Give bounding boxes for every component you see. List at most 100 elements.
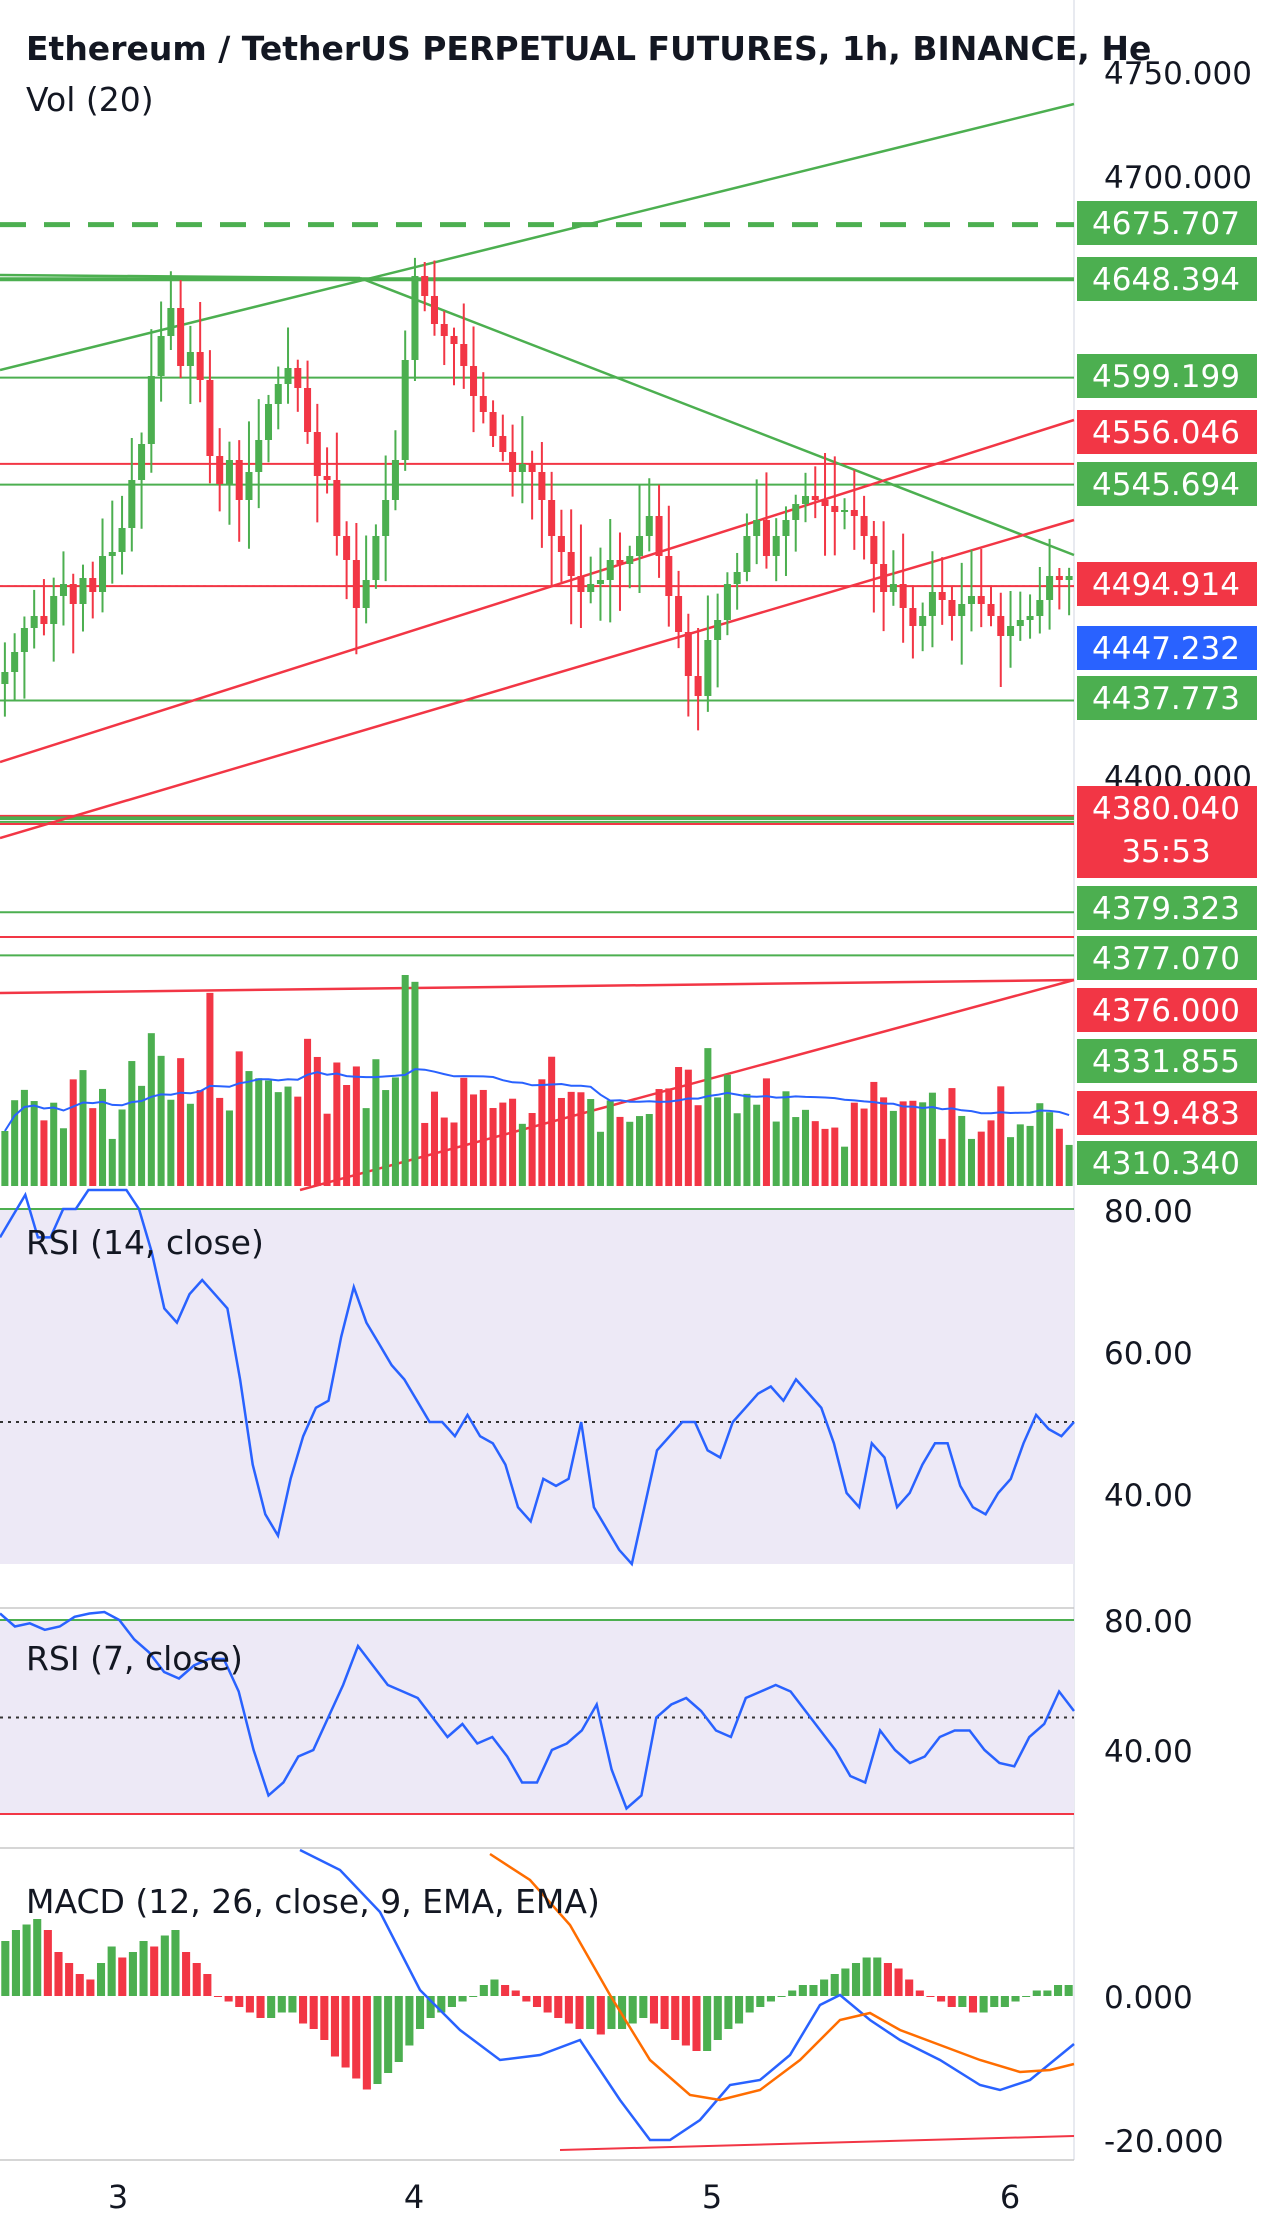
candle-body — [694, 676, 702, 696]
candle-body — [606, 560, 614, 580]
candle-body — [704, 640, 712, 696]
price-label-box — [1077, 201, 1257, 245]
macd-histogram-bar — [469, 1996, 478, 1997]
volume-bar — [655, 1089, 663, 1186]
candle-body — [450, 336, 458, 344]
candle-body — [1026, 616, 1034, 620]
volume-bar — [1036, 1103, 1044, 1186]
macd-histogram-bar — [1011, 1996, 1020, 2002]
volume-bar — [343, 1085, 351, 1186]
candle-body — [284, 368, 292, 384]
volume-bar — [382, 1090, 390, 1186]
volume-bar — [479, 1089, 487, 1186]
candle-body — [479, 396, 487, 412]
candle-body — [528, 464, 536, 472]
time-axis: 3 4 5 6 — [108, 2178, 1020, 2216]
candle-body — [899, 584, 907, 608]
volume-bar — [792, 1117, 800, 1186]
volume-bar — [587, 1099, 595, 1186]
candle-body — [1046, 576, 1054, 600]
price-label-value: 4437.773 — [1092, 681, 1240, 717]
macd-histogram-bar — [150, 1946, 159, 1996]
volume-bar — [577, 1092, 585, 1186]
macd-histogram-bar — [65, 1963, 74, 1996]
volume-bar — [821, 1128, 829, 1186]
volume-bar — [1055, 1128, 1063, 1186]
price-label-value: 4376.000 — [1092, 993, 1240, 1029]
time-tick-label: 4 — [404, 2178, 424, 2216]
candle-body — [880, 564, 888, 592]
axis-tick-label: 4700.000 — [1104, 160, 1252, 196]
volume-bar — [958, 1115, 966, 1186]
volume-bar — [762, 1078, 770, 1186]
candle-body — [147, 376, 155, 444]
volume-bar — [645, 1113, 653, 1186]
volume-bar — [450, 1122, 458, 1186]
candle-body — [1016, 620, 1024, 626]
trend-line — [0, 518, 1075, 840]
rsi14-panel — [0, 1188, 1075, 1609]
volume-bar — [880, 1097, 888, 1186]
axis-tick-label: 4750.000 — [1104, 56, 1252, 92]
macd-histogram-bar — [224, 1996, 233, 2002]
candle-body — [118, 528, 126, 552]
trend-line — [0, 273, 361, 280]
candlestick-series — [1, 257, 1073, 731]
price-label-box — [1077, 1039, 1257, 1083]
macd-histogram-bar — [947, 1996, 956, 2007]
macd-histogram-bar — [320, 1996, 329, 2040]
macd-histogram-bar — [990, 1996, 999, 2007]
candle-body — [801, 496, 810, 504]
macd-histogram-bar — [532, 1996, 542, 2007]
candle-body — [1007, 626, 1015, 636]
trend-line — [559, 2135, 1075, 2151]
candle-body — [30, 616, 38, 628]
candle-body — [216, 456, 224, 484]
volume-bar — [811, 1121, 819, 1186]
candle-body — [948, 600, 956, 616]
volume-bar — [860, 1108, 868, 1186]
macd-histogram-bar — [330, 1996, 340, 2057]
macd-panel — [0, 1848, 1075, 2161]
volume-bar — [274, 1092, 282, 1186]
volume-bar — [128, 1061, 136, 1186]
candle-body — [40, 616, 48, 624]
volume-bar — [509, 1098, 517, 1186]
macd-histogram-bar — [139, 1941, 148, 1996]
candle-body — [411, 276, 419, 360]
volume-bar — [470, 1094, 478, 1186]
macd-histogram-bar — [671, 1996, 680, 2040]
price-label-box — [1077, 786, 1257, 878]
volume-bar — [460, 1077, 468, 1186]
macd-histogram-bar — [11, 1930, 20, 1996]
rsi14-title: RSI (14, close) — [26, 1223, 264, 1262]
volume-bar — [801, 1109, 810, 1186]
candle-body — [128, 480, 136, 528]
macd-histogram-bar — [926, 1996, 935, 1997]
volume-bar — [977, 1131, 985, 1186]
volume-bar — [753, 1104, 761, 1186]
volume-bar — [909, 1100, 917, 1186]
candle-body — [841, 510, 849, 512]
macd-histogram-bar — [107, 1946, 116, 1996]
macd-histogram-bar — [766, 1996, 775, 2002]
macd-histogram-bar — [299, 1996, 308, 2024]
volume-bar — [196, 1090, 204, 1186]
price-label-value: 4331.855 — [1092, 1044, 1240, 1080]
candle-body — [157, 336, 165, 376]
volume-bar — [899, 1101, 907, 1186]
macd-histogram-bar — [777, 1996, 786, 1997]
candle-body — [977, 596, 985, 604]
volume-bar — [1007, 1137, 1015, 1186]
volume-average-line — [4, 1068, 1070, 1132]
candle-body — [264, 404, 273, 440]
axis-tick-label: 80.00 — [1104, 1604, 1193, 1640]
volume-bar — [694, 1105, 702, 1186]
macd-histogram-bar — [267, 1996, 276, 2018]
price-label-value: 4380.040 — [1092, 791, 1240, 827]
macd-histogram-bar — [628, 1996, 637, 2024]
macd-histogram-bar — [873, 1957, 882, 1996]
macd-histogram-bar — [437, 1996, 446, 2013]
